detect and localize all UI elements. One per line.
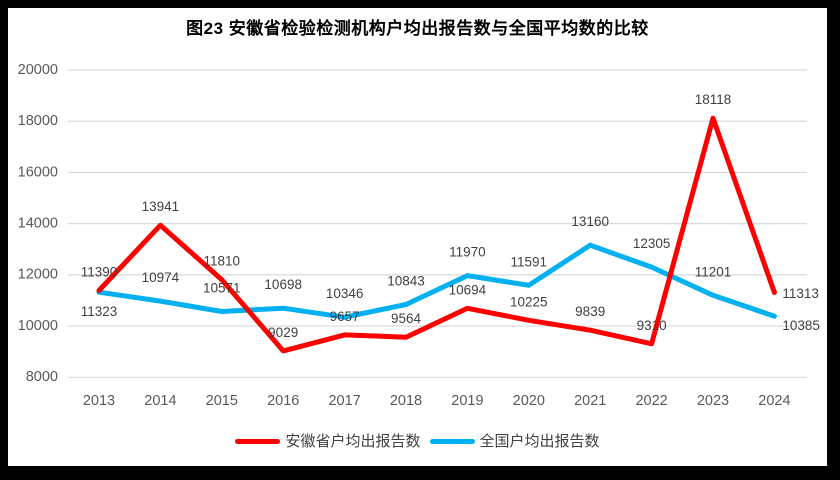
x-axis-label: 2017	[328, 393, 360, 409]
x-axis-label: 2014	[144, 393, 176, 409]
series-line-national	[96, 242, 777, 320]
x-axis-label: 2019	[451, 393, 483, 409]
data-label: 13941	[142, 199, 180, 214]
x-axis-label: 2022	[635, 393, 667, 409]
data-label: 18118	[695, 92, 732, 107]
legend-label-anhui: 安徽省户均出报告数	[285, 432, 421, 450]
y-axis-tick-label: 18000	[18, 113, 58, 129]
x-axis-label: 2018	[390, 393, 422, 409]
legend-item-anhui: 安徽省户均出报告数	[235, 432, 421, 450]
y-axis-tick-label: 20000	[18, 62, 58, 78]
x-axis-label: 2020	[513, 393, 545, 409]
data-label: 10974	[142, 270, 180, 285]
data-label: 11591	[511, 254, 548, 269]
data-label: 11201	[695, 264, 732, 279]
legend-item-national: 全国户均出报告数	[429, 432, 600, 450]
x-axis-label: 2013	[83, 393, 115, 409]
x-axis-label: 2023	[697, 393, 729, 409]
data-label: 9657	[330, 309, 360, 324]
data-label: 10225	[510, 294, 548, 309]
y-axis-tick-label: 12000	[18, 267, 58, 283]
data-label: 11323	[81, 304, 118, 319]
data-label: 11313	[782, 286, 819, 301]
x-axis-label: 2021	[574, 393, 606, 409]
legend-label-national: 全国户均出报告数	[479, 432, 600, 450]
y-axis-tick-label: 10000	[18, 318, 58, 334]
chart-legend: 安徽省户均出报告数 全国户均出报告数	[8, 430, 827, 452]
data-label: 9839	[575, 304, 605, 319]
chart-background	[8, 8, 827, 466]
data-label: 10694	[449, 282, 487, 297]
y-axis-tick-label: 16000	[18, 164, 58, 180]
y-axis-tick-label: 14000	[18, 215, 58, 231]
data-label: 10346	[326, 286, 364, 301]
x-axis-label: 2016	[267, 393, 299, 409]
legend-line-swatch-national	[429, 438, 475, 444]
data-label: 10843	[387, 273, 425, 288]
data-label: 10571	[203, 280, 241, 295]
legend-line-swatch-anhui	[235, 438, 281, 444]
x-axis-label: 2015	[206, 393, 238, 409]
data-label: 10385	[782, 318, 820, 333]
data-label: 11970	[449, 245, 486, 260]
x-axis-label: 2024	[758, 393, 790, 409]
series-line-anhui	[96, 115, 777, 354]
data-label: 10698	[264, 277, 302, 292]
data-label: 9310	[637, 318, 667, 333]
data-label: 9564	[391, 311, 422, 326]
data-label: 12305	[633, 236, 671, 251]
chart-title: 图23 安徽省检验检测机构户均出报告数与全国平均数的比较	[186, 19, 649, 38]
data-label: 9029	[268, 325, 298, 340]
y-axis-tick-label: 8000	[26, 369, 58, 385]
data-label: 11810	[204, 254, 241, 269]
data-label: 13160	[571, 214, 609, 229]
data-label: 11390	[81, 264, 118, 279]
